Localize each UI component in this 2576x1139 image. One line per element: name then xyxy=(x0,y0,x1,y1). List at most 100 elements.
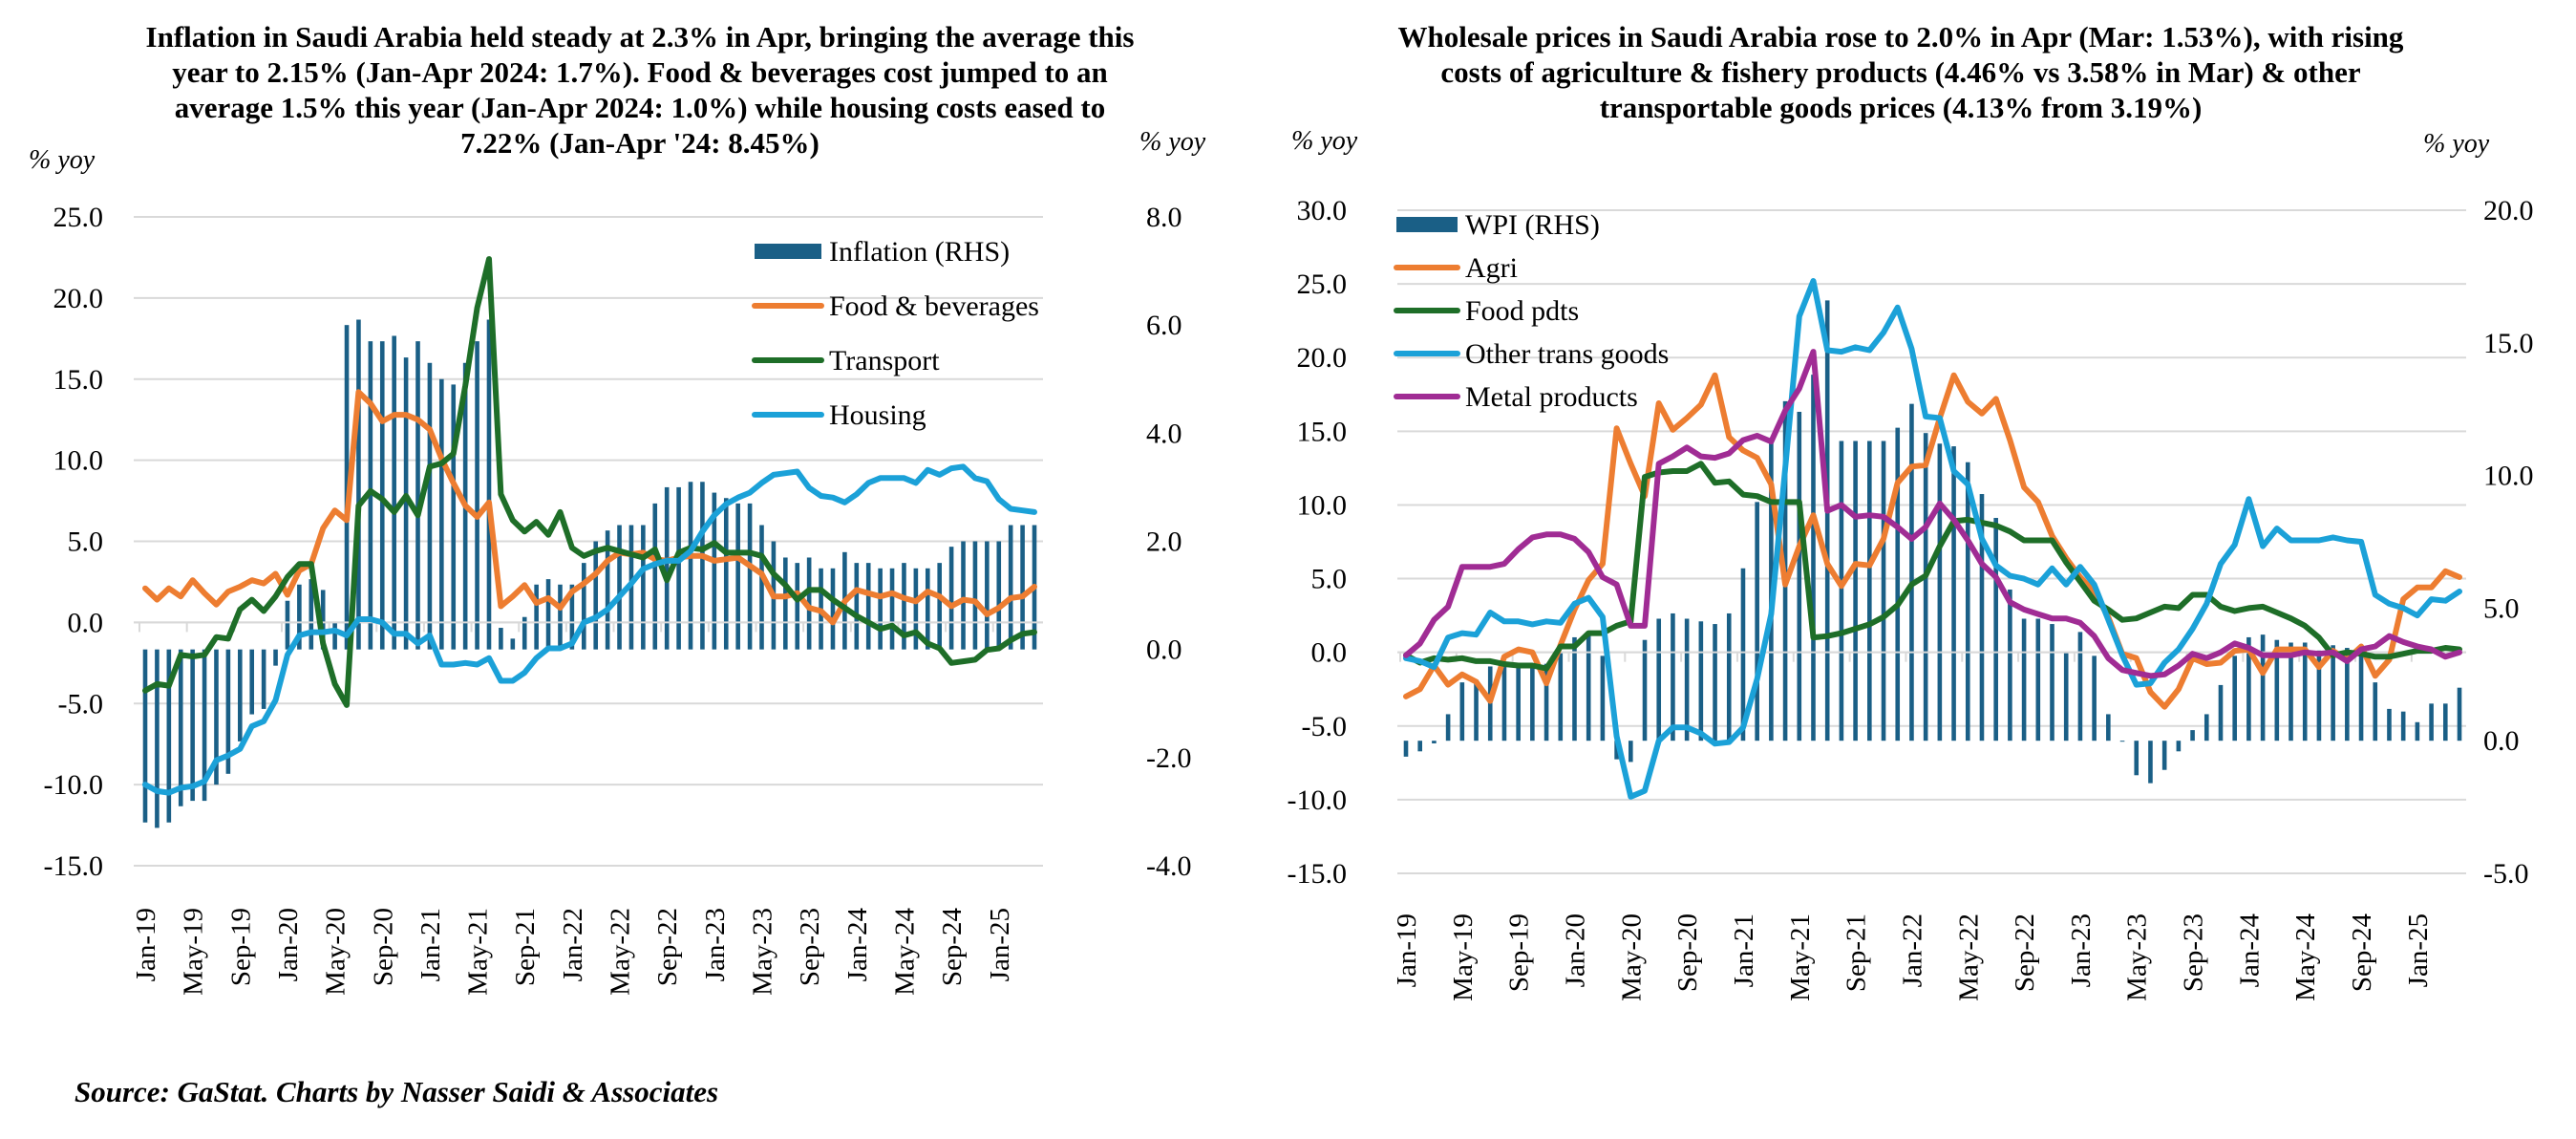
cpi-bar xyxy=(889,568,895,650)
cpi-bar xyxy=(902,563,906,650)
wpi-bar xyxy=(1824,300,1830,741)
wpi-bar xyxy=(2176,741,2182,752)
wpi-bar xyxy=(1937,443,1943,741)
wpi-bar xyxy=(2050,624,2054,741)
wpi-bar xyxy=(2345,648,2350,741)
cpi-bar xyxy=(534,584,539,650)
cpi-bar xyxy=(261,649,266,709)
cpi-bar xyxy=(190,649,195,802)
cpi-x-tick-label: Jan-24 xyxy=(842,908,873,982)
cpi-bar xyxy=(510,638,516,650)
cpi-bar xyxy=(985,541,990,650)
wpi-bar xyxy=(2021,618,2027,741)
wpi-left-tick-label: 10.0 xyxy=(1297,489,1348,521)
wpi-bar xyxy=(1629,741,1633,763)
cpi-x-tick-label: Sep-23 xyxy=(795,908,825,986)
wpi-bar xyxy=(2190,730,2195,741)
cpi-bar xyxy=(427,362,433,650)
cpi-bar xyxy=(225,649,231,774)
wpi-bar xyxy=(1839,441,1844,741)
cpi-bar xyxy=(499,628,503,650)
cpi-x-tick-label: Jan-21 xyxy=(415,908,446,981)
wpi-right-tick-label: 0.0 xyxy=(2483,725,2520,757)
wpi-line-agri xyxy=(1403,372,2462,710)
wpi-right-tick-label: 15.0 xyxy=(2483,328,2534,359)
wpi-legend-label: Agri xyxy=(1465,252,1518,284)
wpi-bar xyxy=(1671,612,1675,741)
cpi-bar xyxy=(1008,525,1013,650)
cpi-left-tick-label: 0.0 xyxy=(68,607,104,638)
cpi-bar xyxy=(925,568,930,650)
cpi-bar xyxy=(356,319,361,650)
wpi-x-tick-label: Jan-25 xyxy=(2403,913,2434,987)
wpi-x-tick-label: Jan-21 xyxy=(1729,913,1759,987)
cpi-bar xyxy=(937,563,942,650)
cpi-bar xyxy=(558,584,563,650)
cpi-right-tick-label: -4.0 xyxy=(1146,850,1192,882)
cpi-bar xyxy=(344,325,350,650)
cpi-line-housing xyxy=(142,463,1037,796)
cpi-bar xyxy=(309,579,314,650)
cpi-bar xyxy=(961,541,966,650)
wpi-bar xyxy=(2457,687,2462,741)
wpi-bar xyxy=(2316,650,2322,741)
cpi-bar xyxy=(783,557,788,650)
wpi-bar xyxy=(2387,708,2392,741)
wpi-bar xyxy=(1881,441,1886,741)
wpi-x-tick-label: May-21 xyxy=(1785,913,1816,1001)
source-note: Source: GaStat. Charts by Nasser Saidi &… xyxy=(75,1075,719,1108)
wpi-x-tick-label: May-22 xyxy=(1953,913,1984,1001)
wpi-chart-title: Wholesale prices in Saudi Arabia rose to… xyxy=(1397,20,2404,124)
wpi-left-tick-label: 15.0 xyxy=(1297,416,1348,447)
wpi-left-tick-label: -10.0 xyxy=(1288,784,1348,816)
cpi-bar xyxy=(166,649,172,823)
wpi-bar xyxy=(2232,655,2237,741)
cpi-bar xyxy=(652,503,658,650)
cpi-left-tick-label: 20.0 xyxy=(53,283,104,314)
wpi-bar xyxy=(2400,711,2406,741)
wpi-bar xyxy=(2008,589,2012,741)
wpi-bar xyxy=(2063,653,2069,741)
wpi-right-tick-label: 5.0 xyxy=(2483,592,2520,624)
cpi-bar xyxy=(142,649,148,823)
cpi-bar xyxy=(795,563,800,650)
wpi-bar xyxy=(1909,403,1914,741)
wpi-x-tick-label: Jan-22 xyxy=(1897,913,1927,987)
cpi-bar xyxy=(178,649,183,806)
wpi-bar xyxy=(2260,634,2266,741)
cpi-left-tick-label: -10.0 xyxy=(44,769,104,801)
wpi-bar xyxy=(1867,441,1872,741)
cpi-bar xyxy=(214,649,219,785)
cpi-right-tick-label: 6.0 xyxy=(1146,310,1182,341)
cpi-x-tick-label: Jan-19 xyxy=(131,908,161,981)
cpi-bar xyxy=(878,568,883,650)
cpi-bar xyxy=(273,649,278,666)
wpi-bar xyxy=(1895,427,1901,741)
wpi-x-tick-label: May-20 xyxy=(1616,913,1647,1001)
cpi-bar xyxy=(545,579,551,650)
cpi-bar xyxy=(451,384,457,650)
wpi-bar xyxy=(2415,721,2420,741)
cpi-bar xyxy=(830,568,836,650)
wpi-x-tick-label: May-19 xyxy=(1448,913,1479,1001)
cpi-left-tick-label: 25.0 xyxy=(53,202,104,233)
wpi-bar xyxy=(2246,636,2251,741)
wpi-bar xyxy=(1445,714,1451,741)
cpi-bar xyxy=(403,357,409,650)
wpi-x-tick-label: Jan-24 xyxy=(2234,913,2265,988)
wpi-bar xyxy=(1474,679,1479,741)
cpi-bar xyxy=(249,649,255,715)
wpi-line-metal-products xyxy=(1403,349,2462,679)
cpi-x-tick-label: May-19 xyxy=(179,908,209,996)
wpi-bar xyxy=(1432,741,1437,743)
wpi-bar xyxy=(1403,741,1409,757)
wpi-left-tick-label: 30.0 xyxy=(1297,195,1348,226)
cpi-x-tick-label: May-23 xyxy=(747,908,777,996)
wpi-bar xyxy=(1417,741,1423,752)
cpi-bar xyxy=(202,649,207,802)
wpi-bar xyxy=(1614,741,1619,760)
cpi-bar xyxy=(238,649,243,741)
cpi-bar xyxy=(522,616,527,650)
wpi-x-tick-label: May-24 xyxy=(2290,913,2321,1001)
cpi-x-tick-label: Sep-19 xyxy=(225,908,256,986)
